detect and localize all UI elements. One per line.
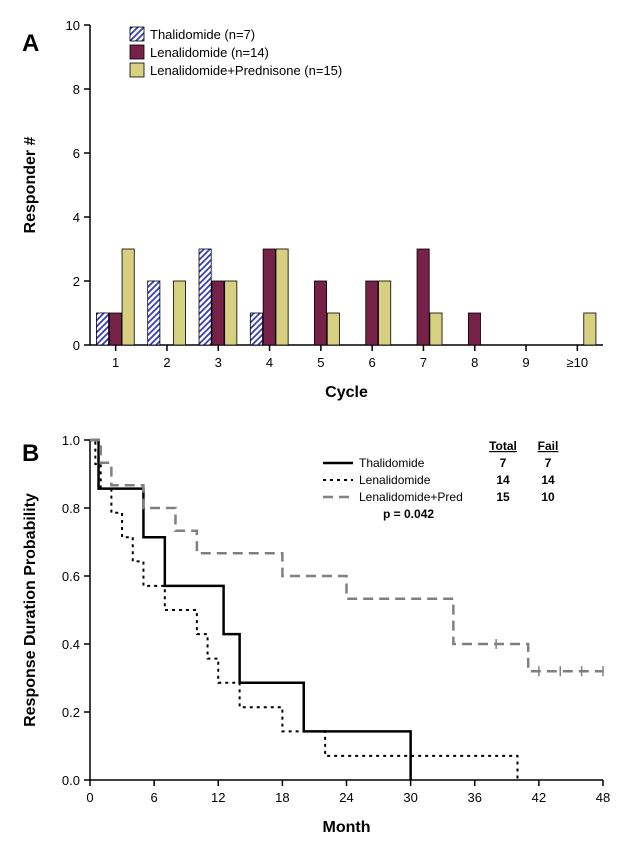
svg-text:Responder #: Responder # [22, 136, 39, 233]
svg-text:4: 4 [73, 210, 80, 225]
svg-text:7: 7 [545, 456, 552, 470]
svg-text:24: 24 [339, 790, 353, 805]
svg-text:Lenalidomide+Pred: Lenalidomide+Pred [359, 490, 463, 504]
svg-text:0.4: 0.4 [62, 637, 80, 652]
svg-text:Lenalidomide+Prednisone (n=15): Lenalidomide+Prednisone (n=15) [150, 63, 342, 78]
svg-text:Response Duration Probability: Response Duration Probability [22, 493, 39, 727]
svg-text:7: 7 [500, 456, 507, 470]
svg-text:42: 42 [532, 790, 546, 805]
bar-chart-a: 0246810123456789≥10CycleResponder #Thali… [10, 5, 623, 405]
svg-text:48: 48 [596, 790, 610, 805]
svg-text:6: 6 [151, 790, 158, 805]
svg-text:Lenalidomide (n=14): Lenalidomide (n=14) [150, 45, 269, 60]
svg-text:0.2: 0.2 [62, 705, 80, 720]
svg-text:36: 36 [468, 790, 482, 805]
svg-text:8: 8 [471, 355, 478, 370]
svg-text:0.6: 0.6 [62, 569, 80, 584]
svg-text:5: 5 [317, 355, 324, 370]
svg-text:Fail: Fail [538, 439, 559, 453]
svg-text:15: 15 [496, 490, 510, 504]
svg-text:12: 12 [211, 790, 225, 805]
svg-text:0: 0 [86, 790, 93, 805]
svg-text:14: 14 [541, 473, 555, 487]
svg-text:≥10: ≥10 [567, 355, 589, 370]
svg-text:2: 2 [163, 355, 170, 370]
svg-text:14: 14 [496, 473, 510, 487]
svg-text:Cycle: Cycle [325, 384, 368, 401]
svg-text:18: 18 [275, 790, 289, 805]
svg-text:10: 10 [66, 18, 80, 33]
svg-text:10: 10 [541, 490, 555, 504]
svg-text:0.8: 0.8 [62, 501, 80, 516]
figure-container: A 0246810123456789≥10CycleResponder #Tha… [0, 0, 633, 848]
svg-text:6: 6 [369, 355, 376, 370]
svg-text:1.0: 1.0 [62, 433, 80, 448]
svg-text:Thalidomide: Thalidomide [359, 456, 425, 470]
svg-text:Total: Total [489, 439, 517, 453]
svg-text:7: 7 [420, 355, 427, 370]
svg-text:4: 4 [266, 355, 273, 370]
svg-text:6: 6 [73, 146, 80, 161]
svg-text:2: 2 [73, 274, 80, 289]
svg-text:Thalidomide (n=7): Thalidomide (n=7) [150, 27, 255, 42]
svg-text:3: 3 [215, 355, 222, 370]
svg-text:p = 0.042: p = 0.042 [383, 507, 434, 521]
svg-text:30: 30 [403, 790, 417, 805]
svg-text:0.0: 0.0 [62, 773, 80, 788]
svg-text:9: 9 [522, 355, 529, 370]
svg-text:0: 0 [73, 338, 80, 353]
svg-text:8: 8 [73, 82, 80, 97]
km-chart-b: 0.0 0.2 0.4 0.6 0.8 1.0 0 6 12 18 24 30 36 42 48 Month R… [10, 420, 623, 840]
svg-text:1: 1 [112, 355, 119, 370]
svg-text:Lenalidomide: Lenalidomide [359, 473, 431, 487]
svg-text:Month: Month [323, 819, 371, 836]
